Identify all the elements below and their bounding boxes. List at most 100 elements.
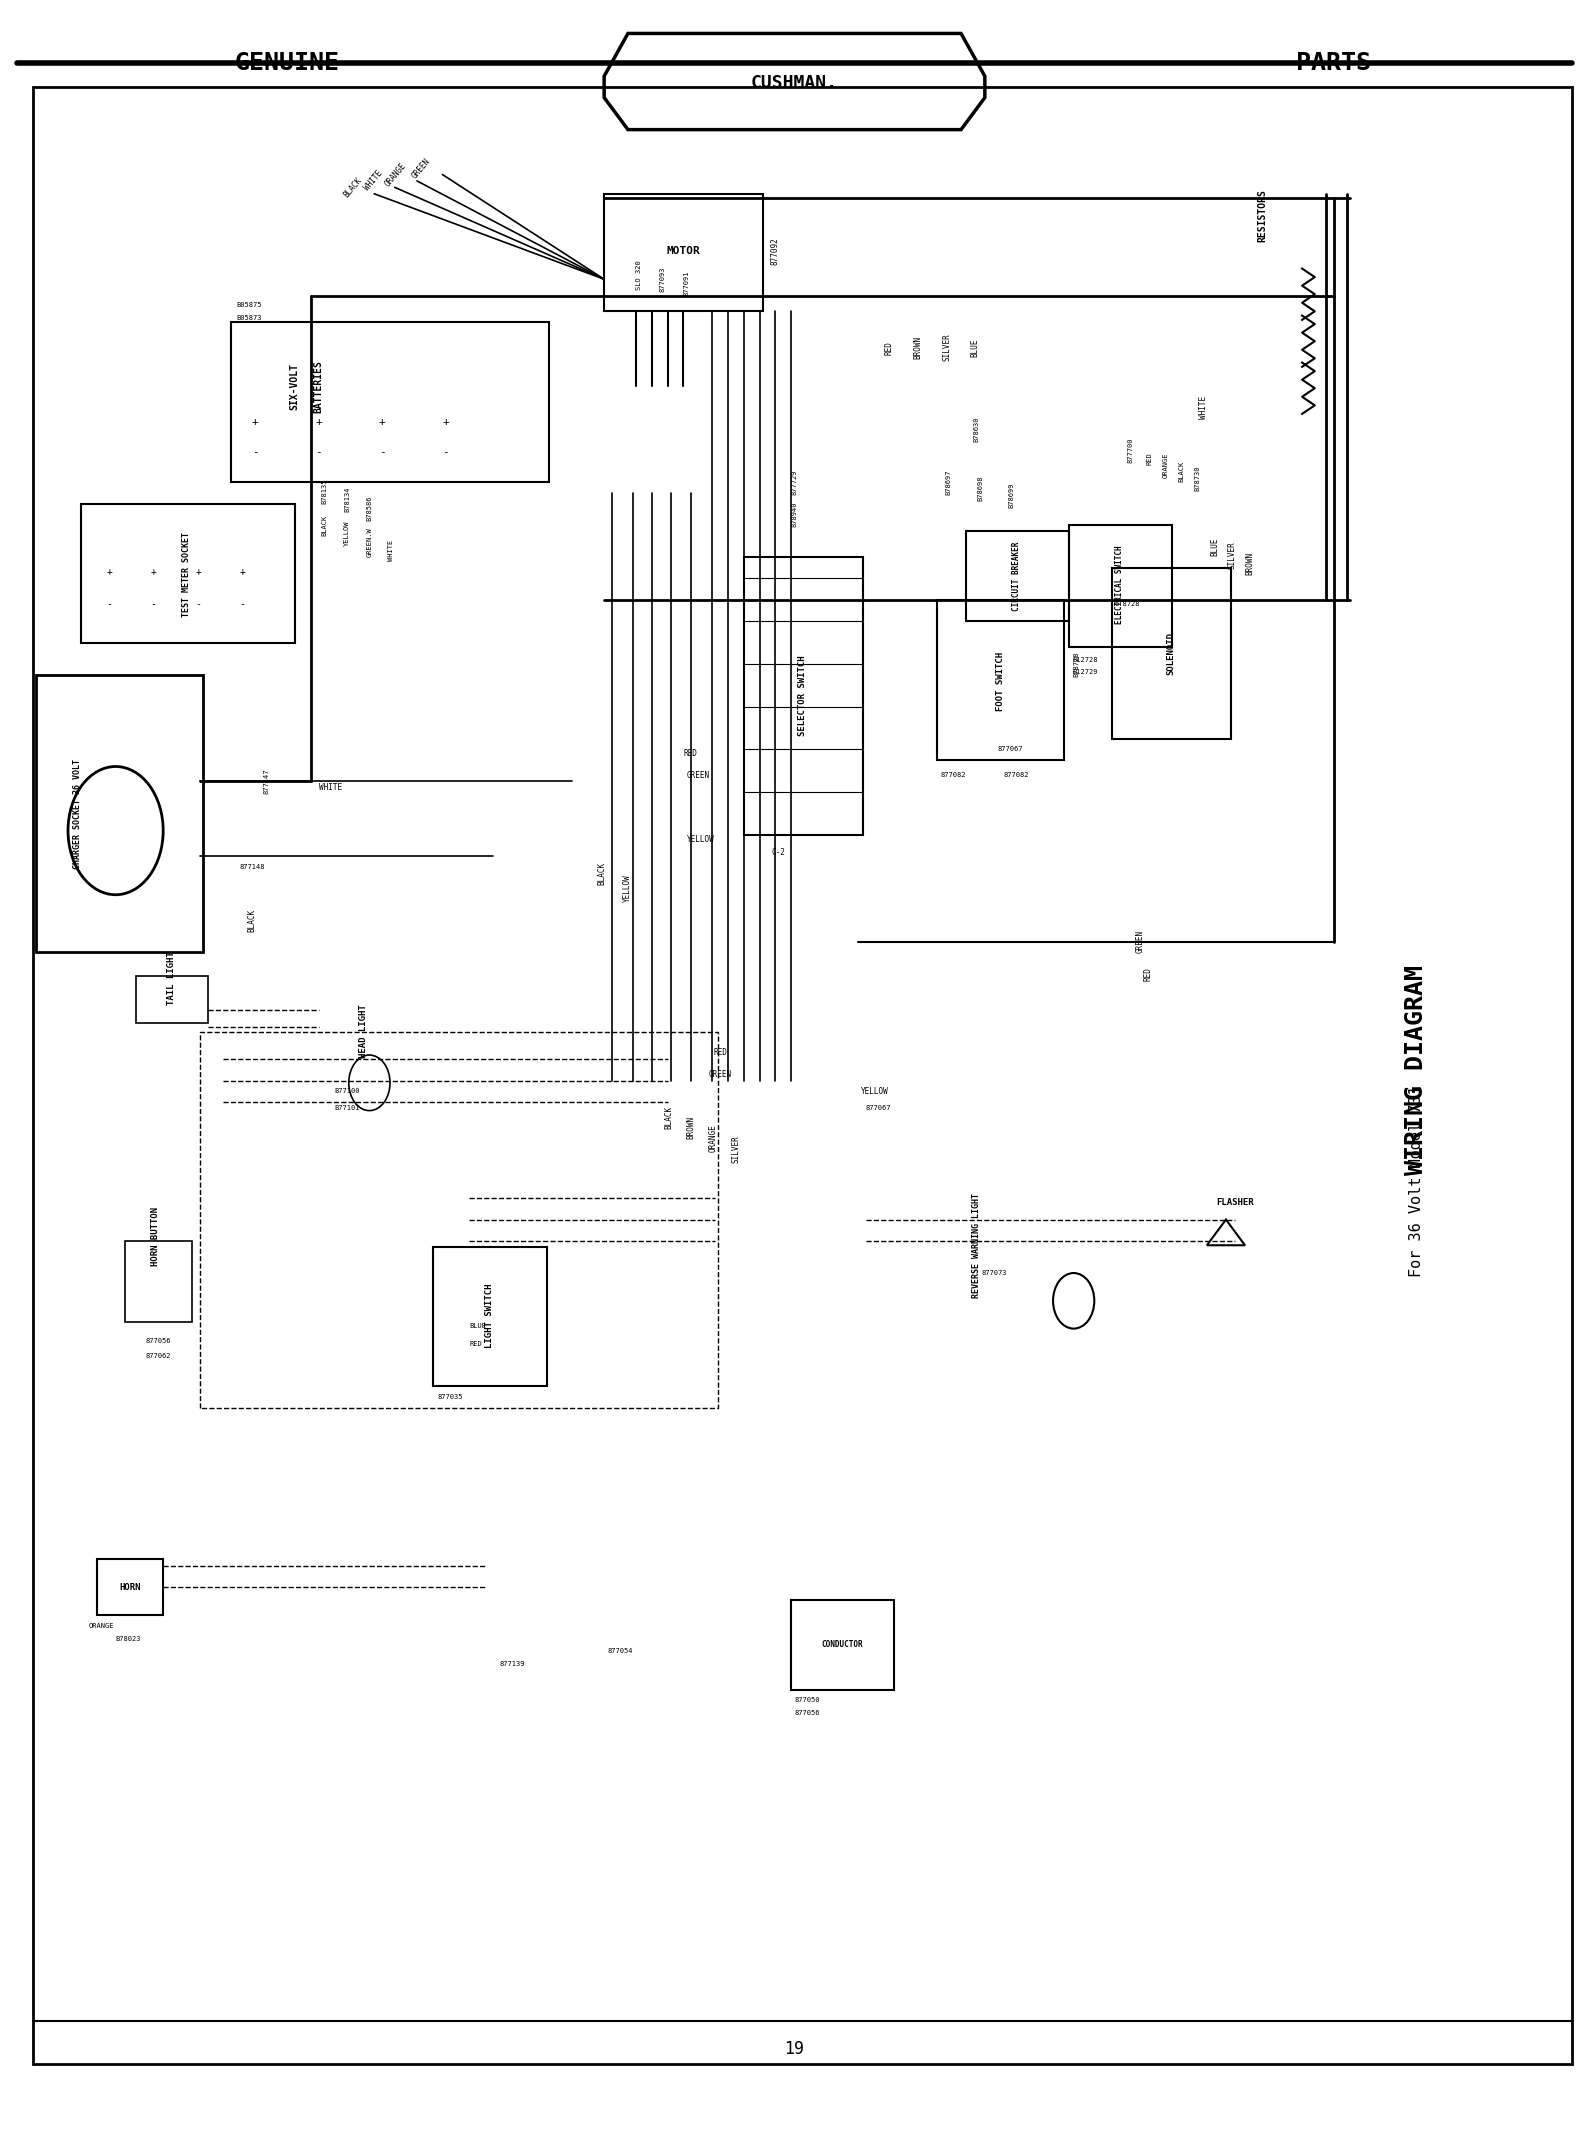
Text: RED: RED [469, 1340, 481, 1346]
Text: YELLOW: YELLOW [861, 1087, 888, 1096]
Text: -: - [151, 599, 157, 610]
Bar [1112, 567, 1231, 738]
Text: TAIL LIGHT: TAIL LIGHT [167, 950, 176, 1006]
Text: ORANGE: ORANGE [1163, 452, 1168, 477]
Bar [81, 503, 296, 642]
Text: -: - [240, 599, 245, 610]
Text: B77100: B77100 [334, 1089, 361, 1094]
Text: FOOT SWITCH: FOOT SWITCH [996, 651, 1006, 710]
Text: +: + [240, 567, 245, 578]
Text: 877147: 877147 [264, 768, 269, 794]
Text: BROWN: BROWN [686, 1117, 696, 1138]
Text: SILVER: SILVER [942, 334, 952, 362]
Text: BLACK: BLACK [342, 175, 364, 199]
Text: 877148: 877148 [240, 865, 265, 871]
Text: FLASHER: FLASHER [1217, 1198, 1254, 1207]
Text: WHITE: WHITE [319, 783, 342, 792]
Text: For 36 Volt Model 731: For 36 Volt Model 731 [1409, 1085, 1424, 1278]
Text: B78586: B78586 [365, 494, 372, 520]
Text: +: + [195, 567, 202, 578]
Text: -: - [195, 599, 202, 610]
Text: BLUE: BLUE [1211, 537, 1219, 556]
Text: CHARGER SOCKET 36 VOLT: CHARGER SOCKET 36 VOLT [73, 758, 83, 869]
Text: 878940: 878940 [791, 501, 798, 526]
Text: +: + [378, 417, 386, 428]
Bar [232, 321, 548, 482]
Text: SELECTOR SWITCH: SELECTOR SWITCH [798, 655, 807, 736]
Text: SOLENOID: SOLENOID [1166, 631, 1174, 674]
Text: RED: RED [713, 1049, 726, 1057]
Text: GREEN: GREEN [709, 1070, 731, 1079]
Text: 877067: 877067 [866, 1106, 891, 1111]
Text: 877093: 877093 [659, 268, 666, 291]
Text: SILVER: SILVER [1228, 541, 1236, 569]
Text: 6T8728: 6T8728 [1115, 601, 1141, 608]
Text: -: - [378, 447, 386, 458]
Text: 19: 19 [785, 2039, 804, 2059]
Text: YELLOW: YELLOW [686, 835, 715, 843]
Text: +: + [251, 417, 259, 428]
Bar [137, 976, 208, 1023]
Text: -: - [251, 447, 259, 458]
Text: 877054: 877054 [607, 1648, 632, 1654]
Text: BLACK: BLACK [597, 862, 607, 886]
Text: BROWN: BROWN [914, 336, 923, 360]
Text: BLUE: BLUE [971, 338, 979, 357]
Text: YELLOW: YELLOW [343, 520, 350, 546]
Text: GREEN: GREEN [1136, 931, 1144, 952]
Text: 877729: 877729 [791, 469, 798, 494]
Text: MOTOR: MOTOR [667, 246, 701, 257]
Text: B77101: B77101 [334, 1106, 361, 1111]
Text: GREEN: GREEN [410, 156, 432, 180]
Text: LIGHT SWITCH: LIGHT SWITCH [486, 1284, 494, 1348]
Text: +: + [442, 417, 450, 428]
Text: B78630: B78630 [974, 415, 980, 441]
Text: PARTS: PARTS [1297, 51, 1371, 75]
Text: RESISTORS: RESISTORS [1257, 188, 1268, 242]
Text: WHITE: WHITE [388, 539, 394, 561]
Text: BLUE: BLUE [469, 1323, 486, 1329]
Text: SLO 320: SLO 320 [636, 261, 642, 289]
Text: B12729: B12729 [1073, 670, 1098, 676]
Text: B78134: B78134 [343, 486, 350, 511]
Text: 877082: 877082 [941, 773, 966, 779]
Bar [966, 531, 1069, 621]
Text: ORANGE: ORANGE [709, 1124, 718, 1151]
Text: -: - [315, 447, 323, 458]
Text: BROWN: BROWN [1246, 552, 1254, 576]
Text: BLACK: BLACK [664, 1106, 674, 1128]
Polygon shape [604, 34, 985, 131]
Text: 877092: 877092 [771, 238, 780, 265]
Text: B78730: B78730 [1195, 464, 1200, 490]
Text: 877035: 877035 [437, 1393, 462, 1400]
Text: B05875: B05875 [237, 302, 262, 308]
Text: SIX-VOLT: SIX-VOLT [289, 362, 300, 409]
Text: 877062: 877062 [146, 1352, 172, 1359]
Text: CONDUCTOR: CONDUCTOR [822, 1641, 863, 1650]
Text: ORANGE: ORANGE [383, 160, 408, 188]
Text: HORN BUTTON: HORN BUTTON [151, 1207, 160, 1267]
Text: RED: RED [1147, 452, 1152, 464]
Text: BATTERIES: BATTERIES [313, 360, 324, 413]
Text: B12728: B12728 [1073, 657, 1098, 663]
Text: HORN: HORN [119, 1584, 140, 1592]
Text: 877700: 877700 [1128, 437, 1133, 462]
Text: WIRING DIAGRAM: WIRING DIAGRAM [1405, 965, 1429, 1175]
Text: SILVER: SILVER [731, 1134, 740, 1162]
Text: 877067: 877067 [998, 747, 1023, 753]
Text: -: - [442, 447, 450, 458]
Text: WHITE: WHITE [362, 169, 385, 193]
Text: B78699: B78699 [1009, 482, 1015, 507]
Text: C-2: C-2 [772, 847, 785, 856]
Bar [37, 674, 203, 952]
Text: GREEN.W: GREEN.W [365, 526, 372, 556]
Bar [938, 599, 1065, 760]
Text: RED: RED [683, 749, 698, 758]
Text: 877139: 877139 [499, 1661, 524, 1667]
Bar [1069, 524, 1173, 646]
Text: REVERSE WARNING LIGHT: REVERSE WARNING LIGHT [972, 1192, 982, 1297]
Text: HEAD LIGHT: HEAD LIGHT [359, 1004, 367, 1059]
Bar [791, 1601, 895, 1691]
Text: 877091: 877091 [683, 272, 690, 295]
Text: 877056: 877056 [146, 1338, 172, 1344]
